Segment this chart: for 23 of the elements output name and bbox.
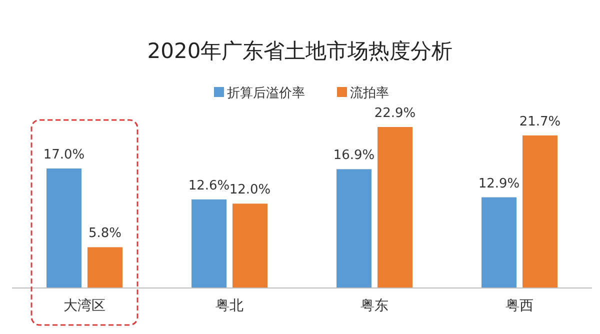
bar (336, 169, 372, 288)
legend-label: 折算后溢价率 (227, 85, 305, 101)
bar (482, 197, 516, 288)
data-label: 17.0% (43, 147, 85, 162)
x-tick-label: 大湾区 (64, 298, 106, 314)
bar (232, 204, 268, 288)
data-label: 12.0% (229, 182, 271, 198)
data-label: 22.9% (374, 106, 416, 121)
bar (192, 199, 226, 288)
data-label: 16.9% (333, 148, 375, 164)
data-label: 12.6% (188, 178, 230, 194)
bar (522, 135, 558, 288)
x-tick-label: 粤东 (360, 298, 388, 314)
chart-title: 2020年广东省土地市场热度分析 (147, 39, 453, 63)
bar (378, 127, 412, 288)
legend-label: 流拍率 (350, 85, 389, 101)
bar (46, 168, 82, 288)
bar (88, 247, 122, 288)
data-label: 21.7% (519, 114, 561, 130)
data-label: 5.8% (88, 226, 122, 242)
data-label: 12.9% (478, 176, 520, 192)
x-tick-label: 粤西 (506, 298, 534, 314)
x-tick-label: 粤北 (216, 298, 244, 314)
